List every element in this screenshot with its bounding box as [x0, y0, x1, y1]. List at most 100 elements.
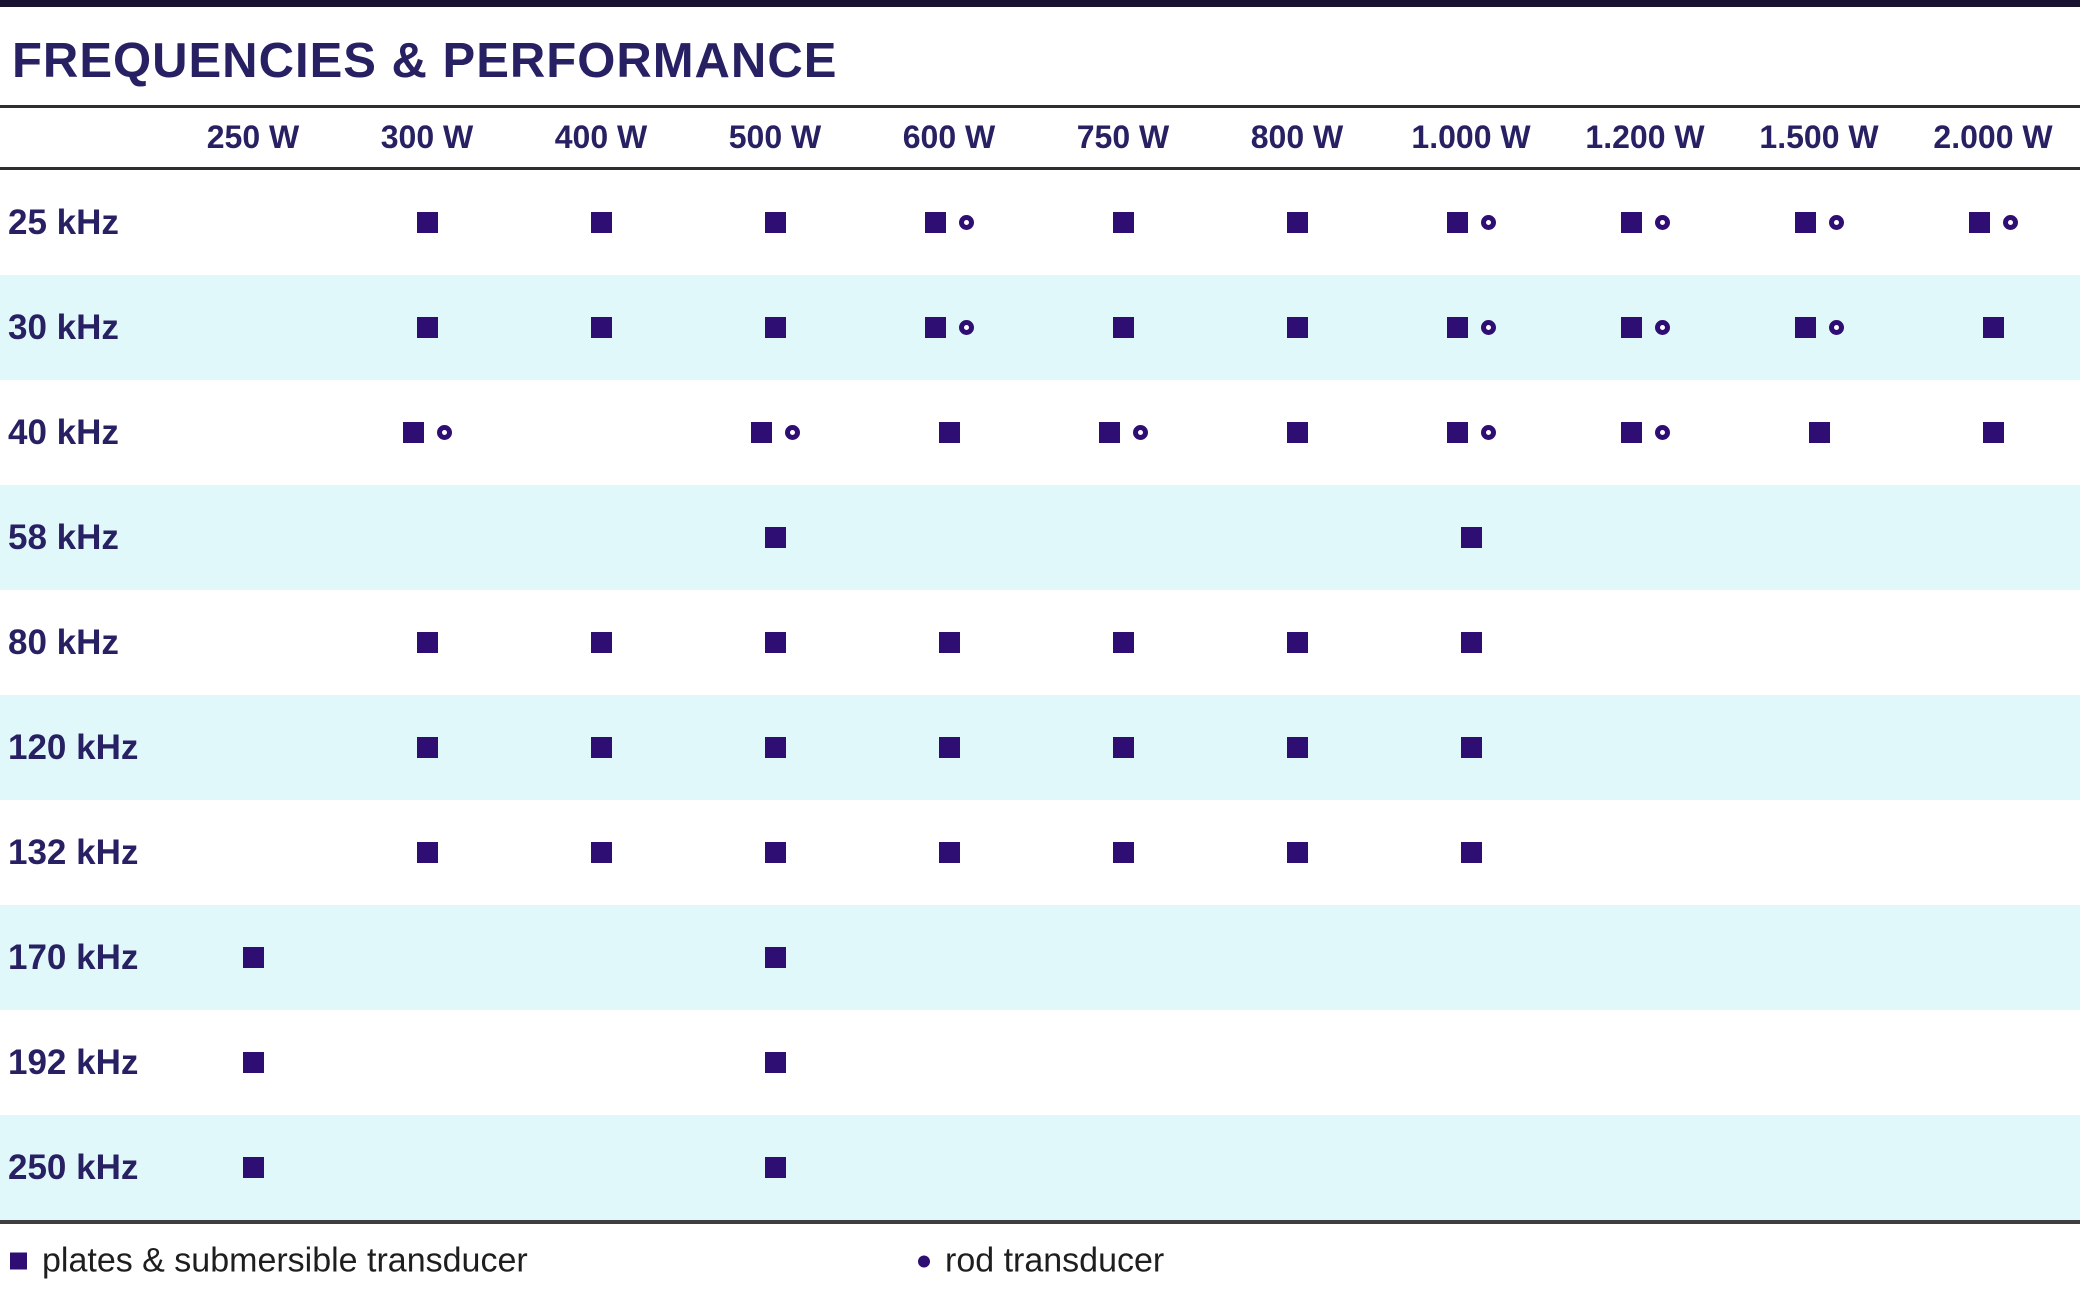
row-label: 40 kHz	[8, 412, 119, 452]
plates-submersible-mark-icon	[1446, 212, 1468, 233]
plates-submersible-mark-icon	[1460, 527, 1482, 548]
matrix-cell	[166, 380, 340, 485]
legend-rod-label: rod transducer	[945, 1241, 1165, 1280]
plates-submersible-mark-icon	[1794, 317, 1816, 338]
matrix-cell	[688, 1010, 862, 1115]
table-body: 25 kHz 30 kHz 40 kHz 58 kHz 80 kHz 120 kHz 132…	[0, 170, 2080, 1220]
matrix-cell	[514, 170, 688, 275]
plates-submersible-mark-icon	[1620, 422, 1642, 443]
plates-submersible-mark-icon	[590, 212, 612, 233]
plates-submersible-mark-icon	[1112, 212, 1134, 233]
plates-submersible-mark-icon	[402, 422, 424, 443]
plates-submersible-mark-icon	[750, 422, 772, 443]
plates-submersible-mark-icon	[1286, 317, 1308, 338]
table-row: 25 kHz	[0, 170, 2080, 275]
plates-submersible-mark-icon	[1098, 422, 1120, 443]
table-row: 40 kHz	[0, 380, 2080, 485]
page-title: FREQUENCIES & PERFORMANCE	[12, 34, 838, 88]
table-row: 132 kHz	[0, 800, 2080, 905]
row-label: 30 kHz	[8, 307, 119, 347]
matrix-cell	[862, 1010, 1036, 1115]
plates-submersible-mark-icon	[1112, 632, 1134, 653]
matrix-cell	[1384, 1010, 1558, 1115]
plates-submersible-mark-icon	[764, 317, 786, 338]
rod-transducer-mark-icon	[958, 320, 974, 335]
matrix-cell	[1210, 380, 1384, 485]
table-row: 170 kHz	[0, 905, 2080, 1010]
plates-submersible-mark-icon	[1460, 632, 1482, 653]
matrix-cell	[166, 275, 340, 380]
plates-submersible-mark-icon	[1982, 422, 2004, 443]
plates-submersible-mark-icon	[764, 632, 786, 653]
plates-submersible-mark-icon	[1808, 422, 1830, 443]
matrix-cell	[1732, 1115, 1906, 1220]
plates-submersible-mark-icon	[1446, 317, 1468, 338]
matrix-cell	[1384, 800, 1558, 905]
matrix-cell	[1558, 275, 1732, 380]
rod-transducer-mark-icon	[436, 425, 452, 440]
plates-submersible-mark-icon	[1620, 212, 1642, 233]
plates-submersible-mark-icon	[590, 317, 612, 338]
matrix-cell	[1036, 485, 1210, 590]
matrix-cell	[862, 1115, 1036, 1220]
matrix-cell	[1036, 380, 1210, 485]
matrix-cell	[1384, 905, 1558, 1010]
plates-submersible-mark-icon	[1286, 842, 1308, 863]
matrix-cell	[514, 905, 688, 1010]
plates-submersible-mark-icon	[416, 317, 438, 338]
plates-submersible-mark-icon	[416, 212, 438, 233]
plates-submersible-mark-icon	[924, 317, 946, 338]
matrix-cell	[1384, 170, 1558, 275]
matrix-cell	[514, 590, 688, 695]
matrix-cell	[688, 380, 862, 485]
matrix-cell	[1036, 170, 1210, 275]
matrix-cell	[166, 905, 340, 1010]
header-row: 250 W 300 W 400 W 500 W 600 W 750 W 800 W 1.000…	[0, 108, 2080, 170]
plates-submersible-mark-icon	[1968, 212, 1990, 233]
matrix-cell	[340, 695, 514, 800]
rod-transducer-mark-icon	[1654, 425, 1670, 440]
matrix-cell	[862, 380, 1036, 485]
matrix-cell	[862, 800, 1036, 905]
matrix-cell	[688, 170, 862, 275]
matrix-cell	[1384, 380, 1558, 485]
matrix-cell	[514, 485, 688, 590]
rod-transducer-mark-icon	[1654, 320, 1670, 335]
legend-circle-icon	[918, 1255, 930, 1267]
matrix-cell	[1906, 1010, 2080, 1115]
matrix-cell	[1906, 170, 2080, 275]
column-header: 1.000 W	[1411, 119, 1531, 155]
matrix-cell	[166, 485, 340, 590]
matrix-cell	[166, 695, 340, 800]
matrix-cell	[340, 905, 514, 1010]
table-row: 250 kHz	[0, 1115, 2080, 1220]
row-label: 80 kHz	[8, 622, 119, 662]
plates-submersible-mark-icon	[764, 842, 786, 863]
matrix-cell	[514, 800, 688, 905]
plates-submersible-mark-icon	[764, 947, 786, 968]
plates-submersible-mark-icon	[416, 632, 438, 653]
matrix-cell	[688, 590, 862, 695]
matrix-cell	[1558, 485, 1732, 590]
matrix-cell	[1210, 170, 1384, 275]
plates-submersible-mark-icon	[764, 1157, 786, 1178]
matrix-cell	[1210, 1115, 1384, 1220]
column-header: 800 W	[1250, 119, 1344, 155]
matrix-cell	[1036, 275, 1210, 380]
matrix-cell	[1384, 590, 1558, 695]
matrix-cell	[340, 590, 514, 695]
matrix-cell	[166, 170, 340, 275]
matrix-cell	[340, 380, 514, 485]
matrix-cell	[514, 380, 688, 485]
plates-submersible-mark-icon	[924, 212, 946, 233]
matrix-cell	[340, 800, 514, 905]
rod-transducer-mark-icon	[1132, 425, 1148, 440]
column-header: 1.500 W	[1759, 119, 1879, 155]
plates-submersible-mark-icon	[1112, 842, 1134, 863]
matrix-cell	[862, 695, 1036, 800]
row-label: 192 kHz	[8, 1042, 139, 1082]
plates-submersible-mark-icon	[764, 527, 786, 548]
column-header: 600 W	[902, 119, 996, 155]
matrix-cell	[514, 695, 688, 800]
legend: plates & submersible transducer rod tran…	[0, 1220, 2080, 1298]
